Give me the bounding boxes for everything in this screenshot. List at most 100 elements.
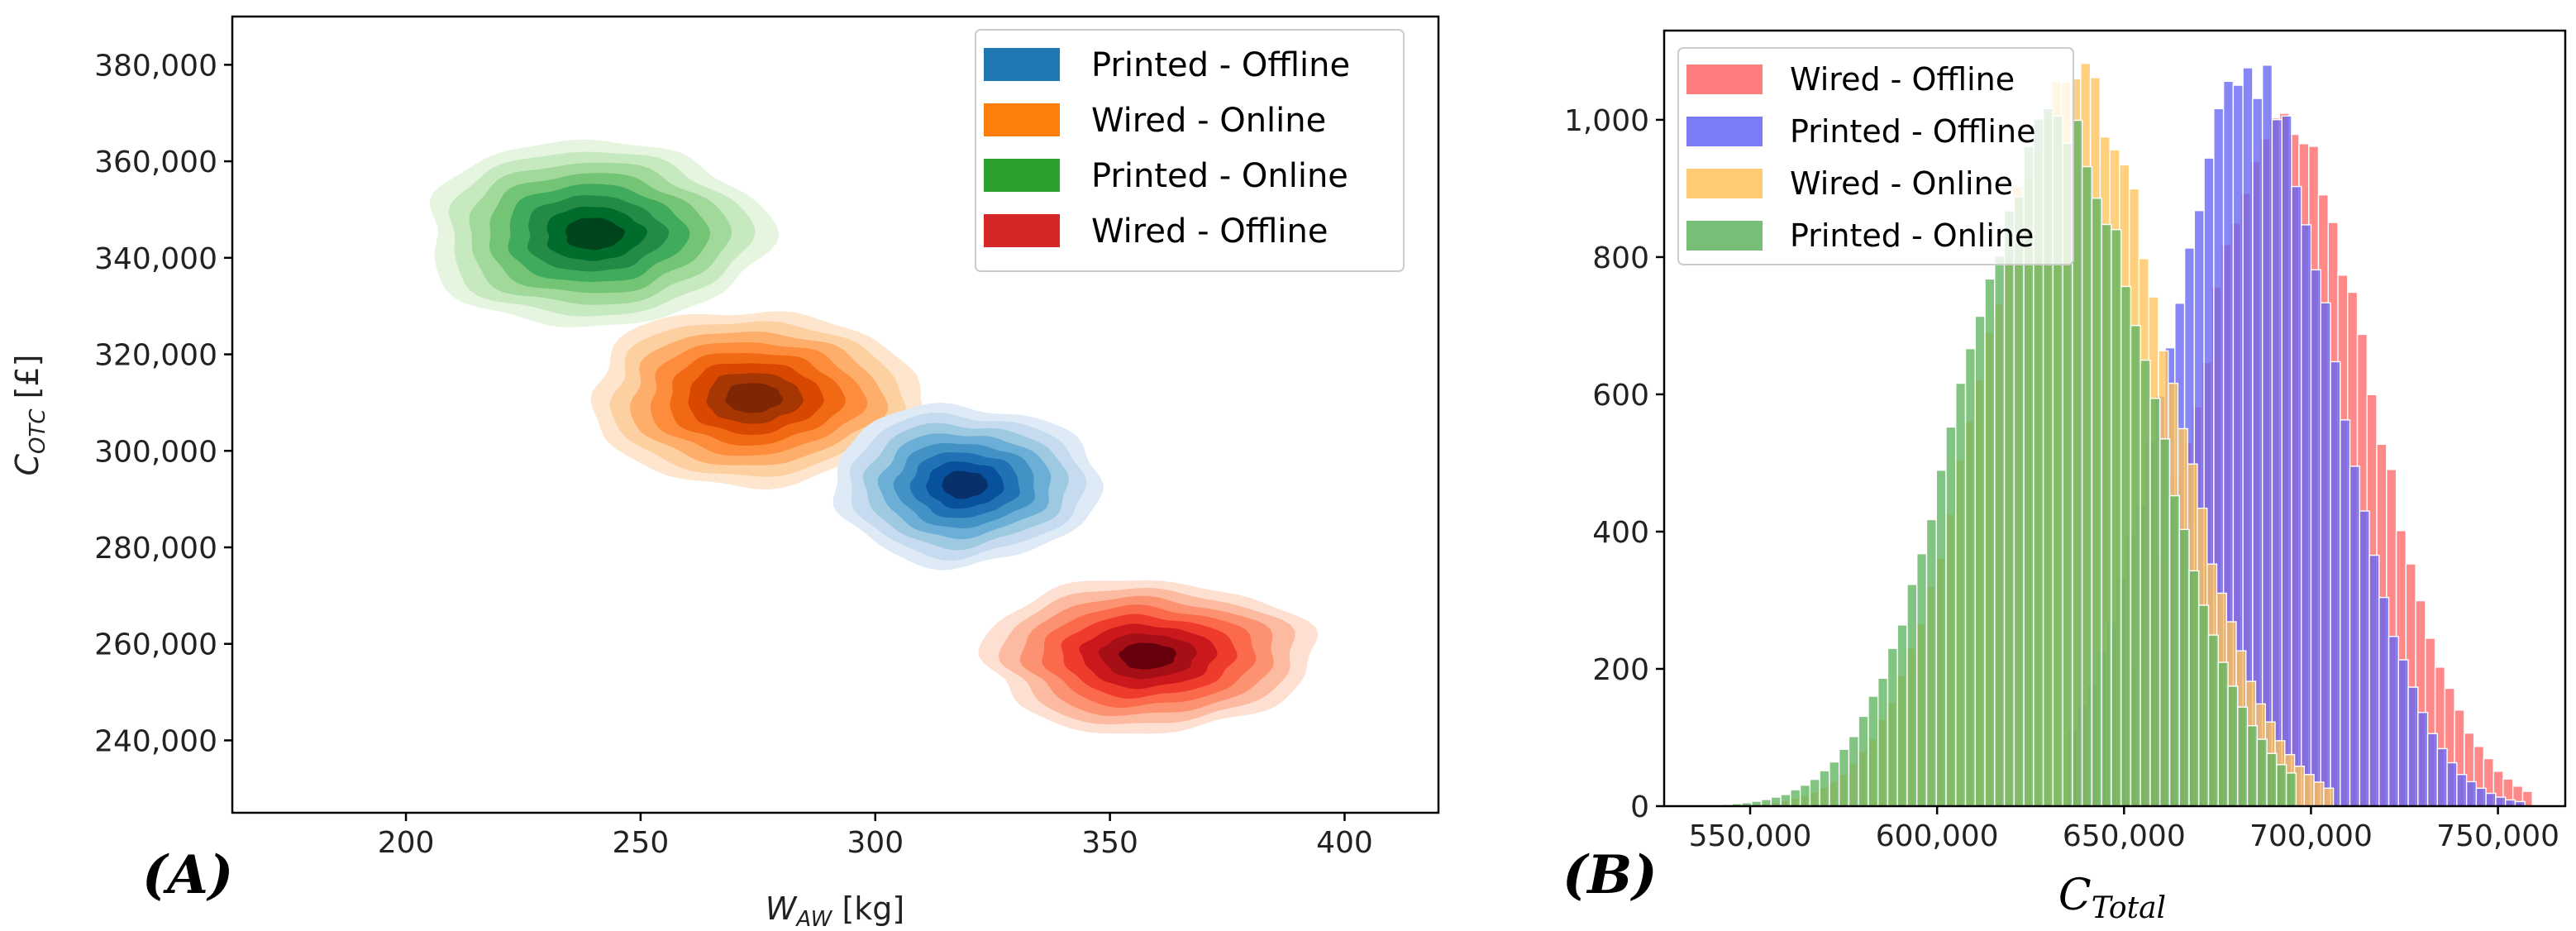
hist-bar bbox=[2178, 528, 2190, 807]
legend-swatch bbox=[1686, 169, 1763, 198]
y-tick-label: 280,000 bbox=[94, 532, 217, 566]
hist-bar bbox=[2276, 764, 2287, 807]
legend-box bbox=[975, 29, 1405, 272]
legend-box bbox=[1677, 47, 2074, 265]
hist-bar bbox=[2388, 636, 2399, 807]
hist-bar bbox=[2261, 64, 2273, 807]
hist-bar bbox=[1955, 382, 1967, 807]
hist-bar bbox=[1848, 736, 1859, 807]
hist-bar bbox=[2237, 706, 2249, 807]
kde-contour-level bbox=[942, 470, 988, 499]
hist-bar bbox=[2456, 774, 2468, 807]
hist-bar bbox=[2417, 711, 2429, 807]
panel-a-x-axis-label: WAW [kg] bbox=[766, 890, 904, 931]
kde-series-printed-offline bbox=[832, 402, 1104, 571]
hist-bar bbox=[2320, 302, 2331, 807]
legend-label: Wired - Online bbox=[1091, 102, 1326, 140]
hist-bar bbox=[2310, 269, 2321, 807]
hist-bar bbox=[2227, 685, 2239, 807]
hist-bar bbox=[1887, 647, 1898, 807]
x-tick-label: 400 bbox=[1316, 826, 1373, 860]
hist-bar bbox=[1906, 584, 1918, 807]
hist-bar bbox=[2149, 398, 2161, 807]
y-tick-label: 300,000 bbox=[94, 435, 217, 469]
y-tick-label: 340,000 bbox=[94, 242, 217, 276]
hist-bar bbox=[2475, 787, 2487, 807]
hist-bar bbox=[2300, 224, 2312, 807]
legend-label: Wired - Offline bbox=[1790, 61, 2015, 98]
hist-bar bbox=[2281, 115, 2292, 807]
hist-bar bbox=[2436, 747, 2448, 807]
x-tick-label: 550,000 bbox=[1689, 819, 1812, 853]
hist-bar bbox=[2101, 223, 2112, 807]
hist-bar bbox=[2159, 438, 2171, 807]
hist-bar bbox=[1780, 794, 1791, 807]
hist-bar bbox=[1838, 748, 1850, 807]
hist-bar bbox=[1858, 715, 1869, 807]
panel-b-histogram: 550,000 600,000 650,000 700,000 750,000 0 200 4… bbox=[1562, 29, 2567, 925]
x-tick-label: 700,000 bbox=[2249, 819, 2373, 853]
kde-contour-level bbox=[725, 383, 784, 413]
hist-bar bbox=[2198, 604, 2210, 807]
hist-bar bbox=[2111, 229, 2122, 807]
panel-a-kde-chart: 200 250 300 350 400 240,000 260,000 280,000 300,… bbox=[9, 15, 1440, 931]
panel-b-ticks: 550,000 600,000 650,000 700,000 750,000 0 200 4… bbox=[1564, 104, 2559, 853]
legend-label: Printed - Offline bbox=[1790, 113, 2035, 150]
x-tick-label: 200 bbox=[378, 826, 435, 860]
legend-swatch bbox=[984, 48, 1060, 81]
x-tick-label: 250 bbox=[613, 826, 670, 860]
hist-bar bbox=[2495, 796, 2507, 807]
hist-bar bbox=[2130, 325, 2141, 807]
hist-bar bbox=[2285, 772, 2297, 807]
legend-swatch bbox=[984, 103, 1060, 136]
hist-bar bbox=[1984, 278, 1996, 807]
legend-swatch bbox=[984, 214, 1060, 247]
y-tick-label: 260,000 bbox=[94, 628, 217, 662]
hist-bar bbox=[2003, 210, 2015, 807]
hist-bar bbox=[2340, 419, 2351, 807]
y-tick-label: 380,000 bbox=[94, 49, 217, 83]
panel-a-y-axis-label: COTC [£] bbox=[9, 355, 50, 476]
hist-bar bbox=[1829, 761, 1840, 807]
legend-label: Wired - Offline bbox=[1091, 212, 1328, 251]
hist-bar bbox=[2246, 724, 2259, 807]
kde-contours bbox=[429, 139, 1319, 734]
hist-series-printed-online bbox=[1712, 107, 2297, 807]
hist-bar bbox=[1935, 470, 1947, 807]
hist-bar bbox=[2378, 596, 2390, 807]
kde-series-wired-online bbox=[590, 311, 924, 490]
hist-bar bbox=[2291, 185, 2302, 807]
panel-b-letter: (B) bbox=[1562, 844, 1658, 906]
hist-bar bbox=[1790, 789, 1801, 807]
hist-bar bbox=[2446, 762, 2458, 807]
y-tick-label: 360,000 bbox=[94, 146, 217, 179]
legend-label: Wired - Online bbox=[1790, 165, 2013, 202]
hist-bar bbox=[2207, 634, 2219, 807]
legend-label: Printed - Online bbox=[1091, 157, 1348, 195]
y-tick-label: 400 bbox=[1592, 516, 1649, 550]
hist-bar bbox=[2330, 360, 2341, 807]
hist-bar bbox=[1809, 778, 1820, 807]
hist-bar bbox=[1877, 677, 1889, 807]
panel-b-legend: Wired - Offline Printed - Offline Wired - … bbox=[1677, 47, 2074, 265]
hist-bar bbox=[2485, 792, 2497, 807]
panel-a-ticks: 200 250 300 350 400 240,000 260,000 280,000 300,… bbox=[94, 49, 1373, 860]
y-tick-label: 800 bbox=[1592, 241, 1649, 275]
hist-bar bbox=[1868, 695, 1879, 807]
legend-swatch bbox=[1686, 117, 1763, 146]
hist-bar bbox=[2140, 359, 2151, 807]
hist-bar bbox=[1819, 770, 1830, 807]
hist-bar bbox=[2303, 774, 2315, 807]
x-tick-label: 600,000 bbox=[1876, 819, 1999, 853]
legend-swatch bbox=[1686, 221, 1763, 251]
panel-a-legend: Printed - Offline Wired - Online Printed -… bbox=[975, 29, 1405, 272]
hist-bar bbox=[1994, 255, 2006, 807]
y-tick-label: 0 bbox=[1630, 790, 1649, 824]
kde-contour-level bbox=[565, 217, 626, 251]
hist-bar bbox=[1799, 784, 1811, 807]
hist-bar bbox=[2217, 661, 2229, 807]
hist-bar bbox=[2407, 686, 2419, 807]
hist-bar bbox=[1925, 518, 1937, 807]
panel-a-letter: (A) bbox=[142, 844, 233, 906]
